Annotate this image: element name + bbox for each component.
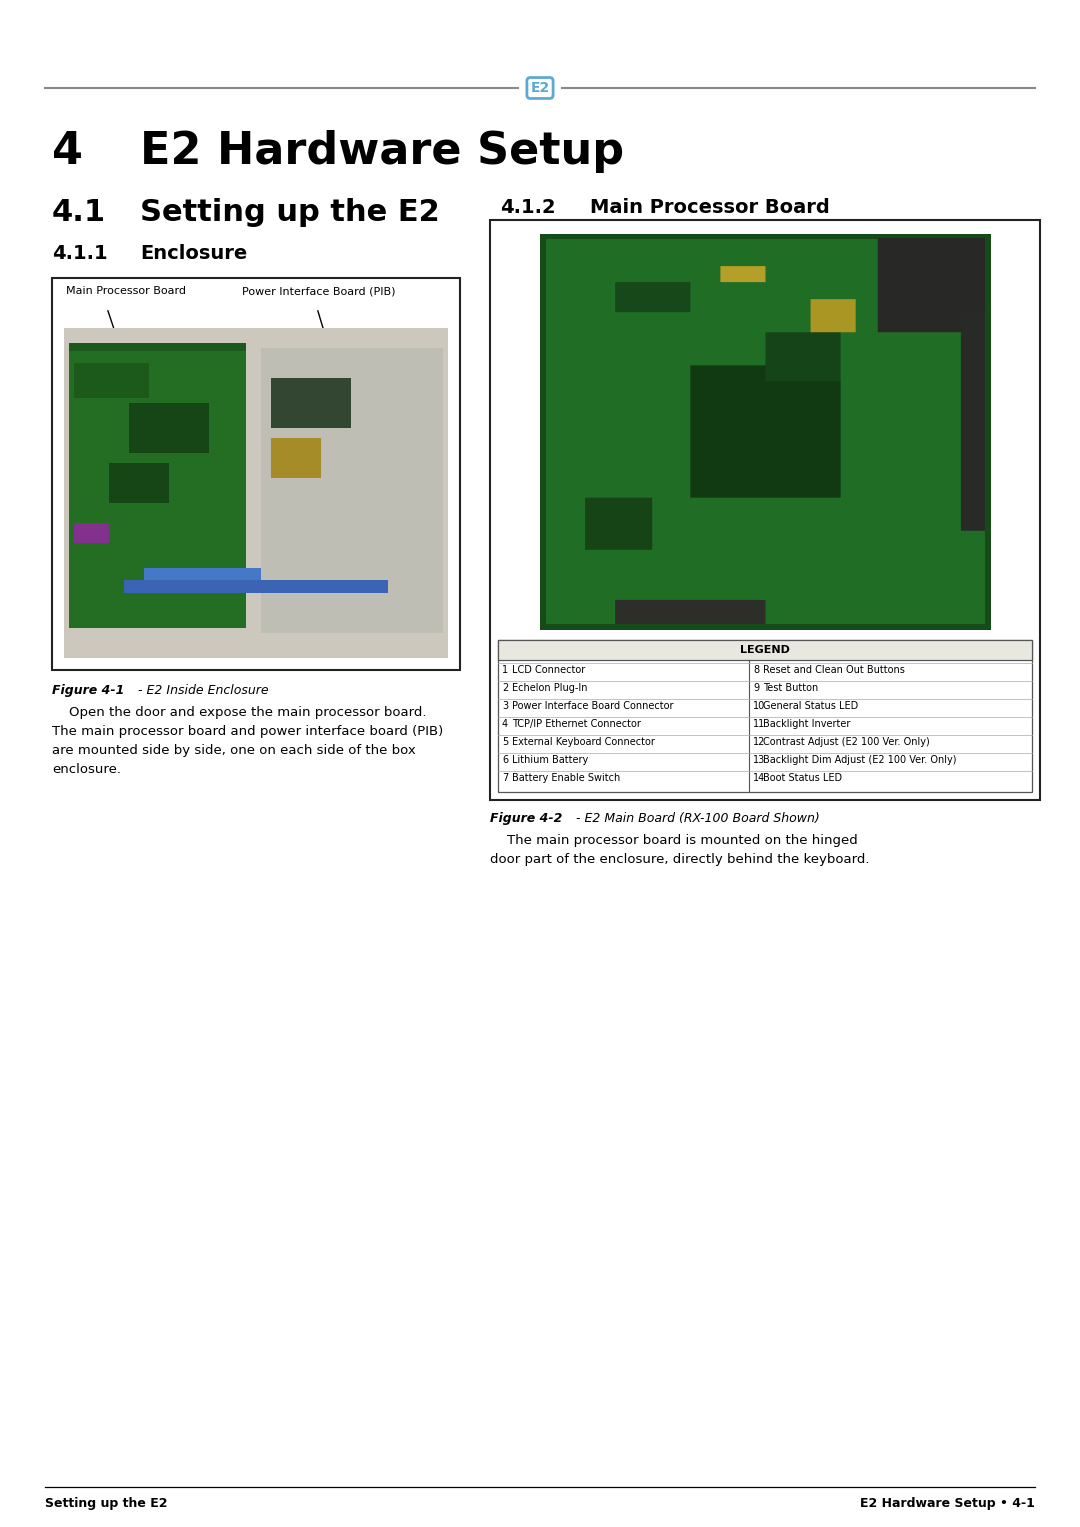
Text: Power Interface Board Connector: Power Interface Board Connector xyxy=(512,701,674,712)
Text: 10: 10 xyxy=(753,701,766,712)
Text: Echelon Plug-In: Echelon Plug-In xyxy=(512,683,588,693)
Bar xyxy=(52,278,460,670)
Text: 1: 1 xyxy=(502,664,508,675)
Text: 2: 2 xyxy=(502,683,509,693)
Text: - E2 Inside Enclosure: - E2 Inside Enclosure xyxy=(134,684,269,696)
Text: 4.1.2: 4.1.2 xyxy=(500,199,555,217)
Text: E2 Hardware Setup: E2 Hardware Setup xyxy=(140,130,624,173)
Text: Figure 4-2: Figure 4-2 xyxy=(490,812,563,825)
Text: 4: 4 xyxy=(969,589,975,600)
Text: 12: 12 xyxy=(753,738,766,747)
Bar xyxy=(498,640,1032,660)
Text: 8: 8 xyxy=(604,538,611,548)
Text: 1: 1 xyxy=(969,255,975,264)
Text: 4.1.1: 4.1.1 xyxy=(52,244,108,263)
Text: Reset and Clean Out Buttons: Reset and Clean Out Buttons xyxy=(762,664,905,675)
Text: Figure 4-1: Figure 4-1 xyxy=(52,684,124,696)
Text: 4: 4 xyxy=(52,130,83,173)
Text: The main processor board and power interface board (PIB): The main processor board and power inter… xyxy=(52,725,443,738)
Text: Backlight Dim Adjust (E2 100 Ver. Only): Backlight Dim Adjust (E2 100 Ver. Only) xyxy=(762,754,957,765)
Text: LEGEND: LEGEND xyxy=(740,644,789,655)
Text: 14: 14 xyxy=(907,255,920,264)
Text: TCP/IP Ethernet Connector: TCP/IP Ethernet Connector xyxy=(512,719,640,728)
Text: The main processor board is mounted on the hinged: The main processor board is mounted on t… xyxy=(490,834,858,847)
Text: 3: 3 xyxy=(969,399,975,409)
Text: 11: 11 xyxy=(753,719,766,728)
Text: are mounted side by side, one on each side of the box: are mounted side by side, one on each si… xyxy=(52,744,416,757)
Text: 7: 7 xyxy=(599,570,606,580)
Text: Setting up the E2: Setting up the E2 xyxy=(45,1496,167,1510)
Text: 13: 13 xyxy=(633,275,646,284)
Text: 3: 3 xyxy=(502,701,508,712)
Text: E2: E2 xyxy=(530,81,550,95)
Text: Lithium Battery: Lithium Battery xyxy=(512,754,589,765)
Text: Main Processor Board: Main Processor Board xyxy=(66,286,186,296)
Text: 9: 9 xyxy=(618,498,624,508)
Text: 13: 13 xyxy=(753,754,766,765)
Text: 6: 6 xyxy=(502,754,508,765)
Text: 14: 14 xyxy=(753,773,766,783)
Text: 4: 4 xyxy=(502,719,508,728)
Text: 8: 8 xyxy=(753,664,759,675)
Text: enclosure.: enclosure. xyxy=(52,764,121,776)
Bar xyxy=(490,220,1040,800)
Text: 5: 5 xyxy=(744,614,751,623)
Text: LCD Connector: LCD Connector xyxy=(512,664,585,675)
Text: 7: 7 xyxy=(502,773,509,783)
Text: Boot Status LED: Boot Status LED xyxy=(762,773,842,783)
Text: Power Interface Board (PIB): Power Interface Board (PIB) xyxy=(242,286,395,296)
Text: 10: 10 xyxy=(579,458,592,469)
Text: Open the door and expose the main processor board.: Open the door and expose the main proces… xyxy=(52,705,427,719)
Text: 9: 9 xyxy=(753,683,759,693)
Text: door part of the enclosure, directly behind the keyboard.: door part of the enclosure, directly beh… xyxy=(490,854,869,866)
Text: Setting up the E2: Setting up the E2 xyxy=(140,199,440,228)
Text: Enclosure: Enclosure xyxy=(140,244,247,263)
Text: 2: 2 xyxy=(969,360,975,370)
Text: Backlight Inverter: Backlight Inverter xyxy=(762,719,850,728)
Text: E2 Hardware Setup • 4-1: E2 Hardware Setup • 4-1 xyxy=(860,1496,1035,1510)
Text: 6: 6 xyxy=(609,589,616,600)
Text: Battery Enable Switch: Battery Enable Switch xyxy=(512,773,620,783)
Text: Test Button: Test Button xyxy=(762,683,819,693)
Text: Main Processor Board: Main Processor Board xyxy=(590,199,829,217)
Text: 12: 12 xyxy=(633,290,646,301)
Text: - E2 Main Board (RX-100 Board Shown): - E2 Main Board (RX-100 Board Shown) xyxy=(572,812,820,825)
Text: External Keyboard Connector: External Keyboard Connector xyxy=(512,738,654,747)
Text: 4.1: 4.1 xyxy=(52,199,106,228)
Text: General Status LED: General Status LED xyxy=(762,701,859,712)
Bar xyxy=(498,640,1032,793)
Text: Contrast Adjust (E2 100 Ver. Only): Contrast Adjust (E2 100 Ver. Only) xyxy=(762,738,930,747)
Text: 5: 5 xyxy=(502,738,509,747)
Text: 11: 11 xyxy=(579,380,592,389)
